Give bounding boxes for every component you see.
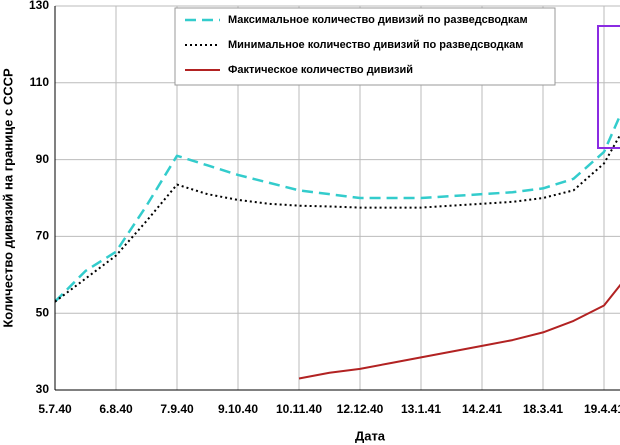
series-line (55, 112, 620, 303)
x-tick-label: 10.11.40 (276, 402, 322, 416)
y-tick-label: 70 (36, 229, 50, 243)
series-line (298, 283, 620, 380)
legend-label: Фактическое количество дивизий (228, 64, 413, 76)
highlight-box (597, 25, 620, 149)
x-tick-label: 13.1.41 (401, 402, 441, 416)
x-tick-label: 18.3.41 (523, 402, 563, 416)
legend-entries: Максимальное количество дивизий по разве… (185, 14, 528, 76)
y-tick-label: 90 (36, 152, 50, 166)
x-tick-label: 19.4.41 (584, 402, 620, 416)
x-axis-title: Дата (355, 428, 386, 443)
plot-lines (55, 112, 620, 380)
y-tick-label: 130 (29, 0, 49, 12)
y-tick-label: 110 (30, 75, 50, 89)
legend-label: Максимальное количество дивизий по разве… (228, 14, 528, 26)
x-tick-label: 6.8.40 (99, 402, 133, 416)
x-tick-label: 14.2.41 (462, 402, 502, 416)
x-tick-label: 5.7.40 (38, 402, 72, 416)
y-axis-title: Количество дивизий на границе с СССР (0, 68, 15, 328)
x-tick-label: 9.10.40 (218, 402, 258, 416)
x-tick-label: 7.9.40 (160, 402, 194, 416)
y-tick-label: 30 (36, 382, 50, 396)
legend (174, 7, 556, 86)
x-tick-label: 12.12.40 (337, 402, 384, 416)
legend-label: Минимальное количество дивизий по развед… (228, 39, 523, 51)
y-tick-label: 50 (36, 305, 50, 319)
series-line (55, 133, 620, 303)
